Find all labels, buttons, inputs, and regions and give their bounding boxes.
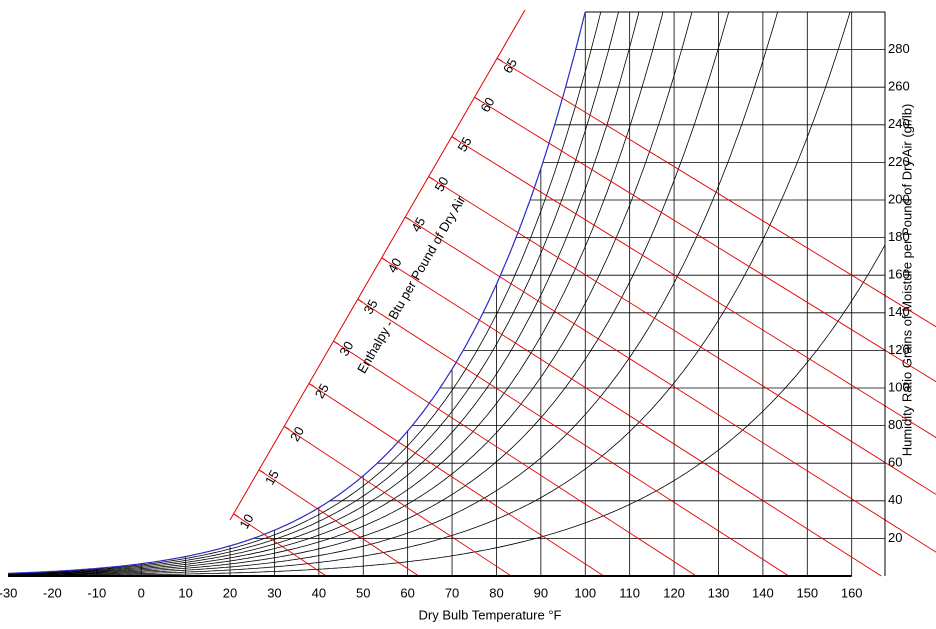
- y-tick-label: 240: [888, 116, 910, 131]
- enthalpy-tick: [381, 257, 388, 262]
- rh-curve: [8, 12, 851, 576]
- y-tick-label: 140: [888, 304, 910, 319]
- enthalpy-label: 40: [384, 255, 404, 275]
- x-tick-label: 50: [356, 585, 370, 600]
- enthalpy-line: [451, 136, 936, 439]
- enthalpy-label: 30: [336, 339, 356, 359]
- y-tick-label: 260: [888, 79, 910, 94]
- x-tick-label: 80: [489, 585, 503, 600]
- x-tick-label: 30: [267, 585, 281, 600]
- enthalpy-line: [428, 176, 936, 495]
- y-tick-label: 80: [888, 417, 902, 432]
- enthalpy-line: [381, 257, 882, 577]
- y-tick-label: 120: [888, 342, 910, 357]
- y-axis-label: Humidity Ratio Grains of Moisture per Po…: [899, 104, 914, 457]
- enthalpy-label: 45: [408, 214, 428, 234]
- enthalpy-tick: [451, 136, 458, 141]
- rh-curve: [8, 244, 885, 576]
- enthalpy-label: 15: [262, 467, 282, 487]
- enthalpy-line: [308, 383, 605, 577]
- rh-curve: [8, 12, 664, 575]
- enthalpy-line: [283, 426, 512, 577]
- x-tick-label: 150: [796, 585, 818, 600]
- enthalpy-tick: [258, 469, 265, 474]
- enthalpy-label: 55: [455, 134, 475, 154]
- enthalpy-line: [474, 96, 936, 383]
- x-tick-label: -10: [87, 585, 106, 600]
- enthalpy-label: 10: [236, 511, 256, 531]
- rh-curve: [8, 12, 602, 574]
- x-tick-label: 160: [841, 585, 863, 600]
- rh-curve: [8, 12, 640, 575]
- enthalpy-label: 60: [477, 95, 497, 115]
- enthalpy-tick: [405, 216, 411, 221]
- enthalpy-label: 35: [361, 297, 381, 317]
- rh-curve: [8, 12, 730, 576]
- y-tick-label: 220: [888, 154, 910, 169]
- enthalpy-label: 65: [500, 56, 520, 76]
- y-tick-label: 280: [888, 41, 910, 56]
- enthalpy-tick: [496, 57, 503, 62]
- enthalpy-line: [405, 216, 936, 553]
- y-tick-label: 60: [888, 455, 902, 470]
- x-tick-label: 100: [574, 585, 596, 600]
- enthalpy-line: [233, 513, 327, 577]
- enthalpy-tick: [283, 426, 290, 430]
- x-tick-label: 90: [534, 585, 548, 600]
- enthalpy-scale: [229, 9, 526, 521]
- enthalpy-label: 25: [312, 381, 332, 401]
- enthalpy-tick: [428, 176, 435, 181]
- enthalpy-label: 50: [431, 174, 451, 194]
- rh-curve: [8, 12, 693, 576]
- x-tick-label: 120: [663, 585, 685, 600]
- x-tick-label: 110: [619, 585, 640, 600]
- enthalpy-tick: [474, 96, 480, 101]
- enthalpy-tick: [308, 383, 315, 387]
- y-tick-label: 40: [888, 492, 902, 507]
- x-tick-label: -30: [0, 585, 17, 600]
- x-tick-label: 70: [445, 585, 459, 600]
- x-axis-label: Dry Bulb Temperature °F: [419, 607, 562, 622]
- x-tick-label: 130: [708, 585, 730, 600]
- y-tick-label: 200: [888, 191, 910, 206]
- enthalpy-line: [258, 469, 419, 577]
- x-tick-label: 20: [223, 585, 237, 600]
- enthalpy-line: [333, 340, 697, 577]
- enthalpy-tick: [333, 340, 339, 345]
- y-tick-label: 160: [888, 267, 910, 282]
- x-tick-label: 140: [752, 585, 774, 600]
- enthalpy-tick: [233, 513, 239, 518]
- x-tick-label: 60: [400, 585, 414, 600]
- enthalpy-line: [496, 57, 936, 328]
- y-tick-label: 180: [888, 229, 910, 244]
- rh-curve: [8, 12, 619, 575]
- enthalpy-line: [357, 298, 790, 577]
- x-tick-label: -20: [43, 585, 62, 600]
- enthalpy-tick: [357, 298, 364, 303]
- x-tick-label: 40: [312, 585, 326, 600]
- y-tick-label: 100: [888, 379, 910, 394]
- saturation-curve: [8, 12, 586, 574]
- x-tick-label: 10: [178, 585, 192, 600]
- x-tick-label: 0: [138, 585, 145, 600]
- rh-curve: [8, 12, 778, 576]
- enthalpy-label: 20: [287, 424, 307, 444]
- plot-area: [8, 12, 885, 576]
- y-tick-label: 20: [888, 530, 902, 545]
